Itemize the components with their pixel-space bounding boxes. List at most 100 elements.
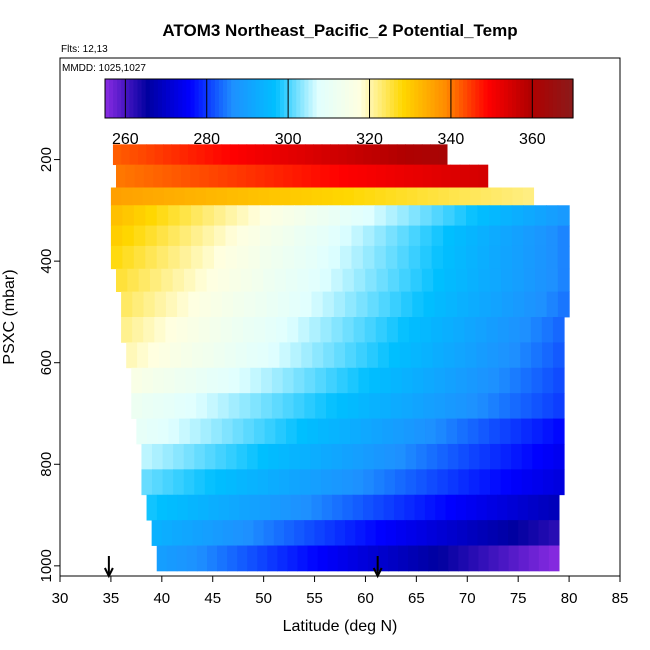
- heatmap-cell: [373, 469, 386, 496]
- heatmap-cell: [413, 164, 424, 188]
- heatmap-cell: [152, 443, 164, 470]
- heatmap-cell: [375, 187, 387, 206]
- heatmap-cell: [376, 164, 387, 188]
- heatmap-cell: [328, 245, 341, 270]
- colorbar-cell: [105, 79, 110, 118]
- heatmap-cell: [183, 443, 195, 470]
- heatmap-cell: [334, 520, 346, 546]
- heatmap-cell: [478, 418, 490, 445]
- heatmap-cell: [268, 443, 280, 470]
- colorbar-cell: [446, 79, 452, 118]
- heatmap-cell: [489, 418, 501, 445]
- heatmap-cell: [186, 545, 198, 572]
- colorbar-cell: [385, 79, 391, 118]
- heatmap-cell: [557, 268, 570, 292]
- heatmap-cell: [448, 187, 461, 206]
- heatmap-cell: [521, 443, 533, 470]
- heatmap-cell: [236, 164, 247, 188]
- heatmap-cell: [215, 469, 227, 496]
- heatmap-cell: [501, 291, 514, 318]
- heatmap-cell: [132, 291, 145, 318]
- heatmap-cell: [110, 245, 123, 270]
- heatmap-cell: [202, 342, 215, 369]
- colorbar-cell: [292, 79, 297, 118]
- heatmap-cell: [397, 317, 410, 343]
- colorbar-cell: [259, 79, 265, 118]
- heatmap-cell: [247, 443, 259, 470]
- heatmap-row: [110, 205, 570, 226]
- heatmap-cell: [365, 268, 378, 292]
- heatmap-cell: [179, 418, 191, 445]
- heatmap-cell: [311, 494, 323, 521]
- heatmap-cell: [458, 545, 470, 572]
- heatmap-cell: [271, 144, 281, 166]
- heatmap-cell: [421, 144, 431, 166]
- heatmap-cell: [196, 367, 208, 394]
- heatmap-cell: [531, 367, 543, 394]
- heatmap-cell: [131, 393, 143, 419]
- colorbar-cell: [511, 79, 517, 118]
- heatmap-cell: [455, 494, 467, 521]
- heatmap-cell: [279, 187, 292, 206]
- heatmap-cell: [399, 342, 412, 369]
- heatmap-cell: [523, 268, 536, 292]
- colorbar-cell: [194, 79, 200, 118]
- heatmap-cell: [182, 520, 193, 546]
- heatmap-cell: [487, 342, 499, 369]
- heatmap-cell: [486, 317, 499, 343]
- heatmap-cell: [221, 418, 234, 445]
- heatmap-cell: [143, 291, 156, 318]
- heatmap-cell: [374, 225, 387, 247]
- heatmap-cell: [553, 443, 565, 470]
- heatmap-cell: [314, 520, 326, 546]
- heatmap-cell: [162, 443, 174, 470]
- heatmap-cell: [466, 494, 478, 521]
- heatmap-cell: [385, 164, 396, 188]
- heatmap-cell: [336, 367, 349, 394]
- heatmap-cell: [259, 245, 272, 270]
- heatmap-cell: [531, 418, 544, 445]
- heatmap-cell: [131, 367, 143, 394]
- heatmap-cell: [240, 268, 253, 292]
- heatmap-cell: [376, 268, 389, 292]
- heatmap-cell: [208, 494, 220, 521]
- heatmap-row: [141, 443, 565, 470]
- heatmap-cell: [248, 187, 260, 206]
- colorbar-cell: [227, 79, 232, 118]
- heatmap-cell: [477, 520, 489, 546]
- heatmap-cell: [188, 291, 201, 318]
- heatmap-cell: [263, 520, 275, 546]
- heatmap-cell: [416, 443, 428, 470]
- heatmap-cell: [254, 144, 264, 166]
- heatmap-cell: [280, 494, 292, 521]
- heatmap-cell: [507, 494, 519, 521]
- colorbar-cell: [463, 79, 468, 118]
- heatmap-cell: [387, 545, 399, 572]
- heatmap-cell: [301, 494, 313, 521]
- heatmap-cell: [145, 225, 158, 247]
- colorbar-cell: [251, 79, 257, 118]
- heatmap-cell: [177, 494, 189, 521]
- heatmap-cell: [174, 367, 186, 394]
- heatmap-row: [110, 225, 570, 247]
- heatmap-cell: [369, 367, 381, 394]
- heatmap-cell: [518, 545, 530, 572]
- heatmap-cell: [121, 144, 131, 166]
- x-axis-label: Latitude (deg N): [283, 618, 398, 635]
- colorbar-cell: [129, 79, 135, 118]
- colorbar-cell: [121, 79, 126, 118]
- heatmap-cell: [271, 367, 284, 394]
- heatmap-cell: [195, 187, 207, 206]
- heatmap-cell: [524, 291, 537, 318]
- heatmap-cell: [433, 268, 446, 292]
- heatmap-cell: [345, 342, 357, 369]
- heatmap-cell: [466, 245, 479, 270]
- heatmap-cell: [443, 245, 456, 270]
- colorbar-cell: [430, 79, 436, 118]
- heatmap-cell: [412, 393, 424, 419]
- heatmap-cell: [311, 164, 321, 188]
- heatmap-cell: [289, 469, 301, 496]
- heatmap-cell: [194, 443, 206, 470]
- heatmap-cell: [187, 317, 200, 343]
- y-tick-label: 200: [38, 147, 55, 172]
